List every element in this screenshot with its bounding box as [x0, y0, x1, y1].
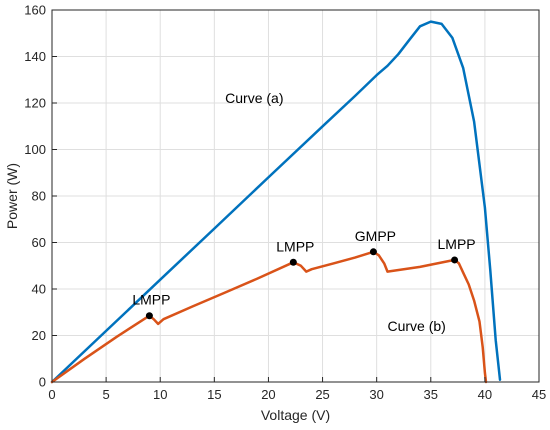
x-tick-label: 10 — [153, 387, 167, 402]
x-tick-label: 35 — [424, 387, 438, 402]
mpp-marker — [145, 312, 153, 320]
y-tick-label: 40 — [32, 282, 46, 297]
mpp-label: GMPP — [355, 228, 396, 244]
y-tick-label: 80 — [32, 189, 46, 204]
series-layer — [50, 20, 502, 384]
mpp-marker — [451, 256, 459, 264]
x-tick-label: 5 — [102, 387, 109, 402]
x-tick-label: 20 — [261, 387, 275, 402]
mpp-label: LMPP — [438, 236, 476, 252]
x-tick-label: 30 — [369, 387, 383, 402]
mpp-marker — [289, 258, 297, 266]
curve-annotation: Curve (a) — [225, 90, 283, 106]
y-axis-label: Power (W) — [4, 163, 20, 229]
x-tick-label: 40 — [478, 387, 492, 402]
y-tick-label: 160 — [24, 3, 46, 18]
y-tick-label: 100 — [24, 142, 46, 157]
mpp-label: LMPP — [276, 238, 314, 254]
x-axis-label: Voltage (V) — [261, 407, 330, 423]
y-tick-label: 60 — [32, 235, 46, 250]
x-tick-label: 25 — [315, 387, 329, 402]
mpp-label: LMPP — [132, 292, 170, 308]
tick-layer: 0 5 10 15 20 25 30 35 40 45 0 20 40 60 80 100 120 140 160 — [24, 3, 546, 403]
y-tick-label: 20 — [32, 328, 46, 343]
series-line-a — [50, 20, 502, 384]
x-tick-label: 45 — [532, 387, 546, 402]
x-tick-label: 0 — [48, 387, 55, 402]
x-tick-label: 15 — [207, 387, 221, 402]
grid-layer — [51, 9, 540, 383]
y-tick-label: 140 — [24, 49, 46, 64]
series-line-b — [50, 250, 488, 384]
y-tick-label: 120 — [24, 96, 46, 111]
curve-annotation: Curve (b) — [387, 318, 445, 334]
marker-layer: LMPP LMPP GMPP LMPP Curve (a) Curve (b) — [132, 90, 475, 334]
mpp-marker — [369, 248, 377, 256]
y-tick-label: 0 — [39, 375, 46, 390]
